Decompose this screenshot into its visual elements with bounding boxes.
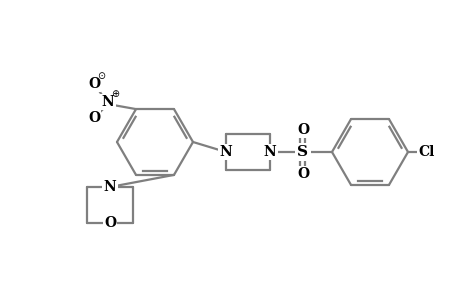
Text: ⊙: ⊙ <box>97 71 105 81</box>
Text: S: S <box>297 145 308 159</box>
Text: N: N <box>101 95 114 109</box>
Text: O: O <box>297 123 308 137</box>
Text: O: O <box>88 77 100 91</box>
Text: N: N <box>219 145 232 159</box>
Text: N: N <box>103 180 116 194</box>
Text: Cl: Cl <box>417 145 433 159</box>
Text: O: O <box>88 111 100 125</box>
Text: O: O <box>104 216 116 230</box>
Text: ⊕: ⊕ <box>111 89 119 99</box>
Text: N: N <box>263 145 276 159</box>
Text: O: O <box>297 167 308 181</box>
